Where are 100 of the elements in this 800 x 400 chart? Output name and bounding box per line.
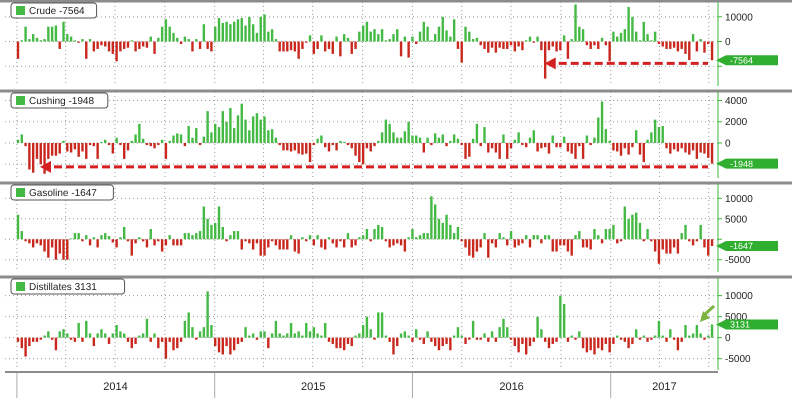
bar bbox=[184, 142, 186, 146]
bar bbox=[191, 235, 194, 240]
y-tick-label: -5000 bbox=[725, 354, 752, 366]
bar bbox=[240, 239, 243, 250]
bar bbox=[92, 42, 96, 52]
bar bbox=[498, 233, 501, 240]
bar bbox=[388, 124, 391, 143]
bar bbox=[312, 239, 316, 246]
bar bbox=[54, 142, 58, 156]
bar bbox=[290, 235, 292, 240]
bar bbox=[472, 320, 474, 338]
bar bbox=[58, 331, 61, 338]
x-tick-label: 2014 bbox=[103, 381, 128, 393]
annotation: -1647 bbox=[730, 241, 754, 252]
bar bbox=[138, 42, 141, 49]
bar bbox=[54, 338, 58, 350]
bar bbox=[232, 22, 236, 42]
bar bbox=[252, 116, 254, 143]
bar bbox=[582, 29, 584, 42]
bar bbox=[342, 338, 346, 350]
bar bbox=[24, 338, 27, 357]
bar bbox=[589, 142, 592, 146]
bar bbox=[396, 239, 398, 244]
bar bbox=[328, 338, 330, 342]
bar bbox=[115, 239, 118, 248]
bar bbox=[176, 239, 178, 246]
bar bbox=[115, 325, 118, 338]
bar bbox=[672, 42, 676, 48]
bar bbox=[578, 331, 580, 338]
bar bbox=[312, 327, 316, 338]
bar bbox=[442, 16, 444, 42]
bar bbox=[578, 231, 580, 240]
bar bbox=[28, 142, 31, 170]
bar bbox=[404, 239, 406, 252]
bar bbox=[589, 42, 592, 49]
bar bbox=[559, 42, 562, 50]
bar bbox=[456, 327, 460, 338]
bar bbox=[415, 329, 418, 338]
bar bbox=[536, 36, 539, 42]
bar bbox=[430, 142, 433, 146]
bar bbox=[562, 35, 566, 42]
bar bbox=[104, 233, 106, 240]
bar bbox=[418, 235, 422, 240]
bar bbox=[662, 42, 664, 46]
bar bbox=[468, 142, 471, 157]
bar bbox=[445, 142, 448, 146]
bar bbox=[362, 142, 364, 164]
bar bbox=[699, 224, 702, 240]
bar bbox=[634, 329, 638, 338]
bar bbox=[407, 122, 410, 143]
bar bbox=[494, 239, 498, 248]
bar bbox=[597, 42, 600, 49]
bar bbox=[248, 16, 251, 42]
bar bbox=[699, 39, 702, 42]
bar bbox=[206, 42, 209, 49]
y-tick-label: 0 bbox=[725, 37, 731, 48]
bar bbox=[396, 29, 398, 42]
bar bbox=[332, 239, 334, 244]
bar bbox=[452, 134, 456, 143]
bar bbox=[92, 338, 96, 346]
bar bbox=[362, 25, 364, 42]
bar bbox=[36, 338, 38, 342]
bar bbox=[210, 42, 213, 52]
y-tick-label: 10000 bbox=[725, 291, 754, 302]
bar bbox=[430, 196, 433, 240]
bar bbox=[442, 134, 444, 143]
bar bbox=[122, 333, 126, 338]
bar bbox=[286, 42, 288, 52]
bar bbox=[544, 235, 546, 240]
bar bbox=[494, 338, 498, 342]
bar bbox=[142, 42, 144, 46]
bar bbox=[616, 239, 618, 244]
bar bbox=[316, 235, 319, 240]
bar bbox=[28, 239, 31, 244]
bar bbox=[658, 239, 660, 264]
bar bbox=[600, 338, 604, 350]
y-tick-label: -5000 bbox=[725, 255, 752, 266]
bar bbox=[260, 239, 262, 256]
bar bbox=[434, 338, 436, 346]
y-tick-label: 4000 bbox=[725, 96, 748, 107]
bar bbox=[104, 333, 106, 338]
bar bbox=[604, 229, 608, 240]
bar bbox=[692, 34, 694, 42]
bar bbox=[335, 36, 338, 42]
bar bbox=[229, 108, 232, 143]
bar bbox=[339, 42, 342, 56]
bar bbox=[297, 42, 300, 59]
bar bbox=[32, 34, 34, 42]
bar bbox=[487, 338, 490, 342]
bar bbox=[77, 322, 80, 338]
bar bbox=[589, 239, 592, 250]
bar bbox=[612, 142, 615, 150]
bar bbox=[286, 239, 288, 250]
bar bbox=[502, 42, 505, 49]
bar bbox=[608, 229, 611, 240]
bar bbox=[586, 239, 588, 248]
bar bbox=[600, 38, 604, 42]
bar bbox=[566, 142, 570, 152]
bar bbox=[85, 42, 88, 59]
annotation: -1948 bbox=[730, 158, 754, 169]
